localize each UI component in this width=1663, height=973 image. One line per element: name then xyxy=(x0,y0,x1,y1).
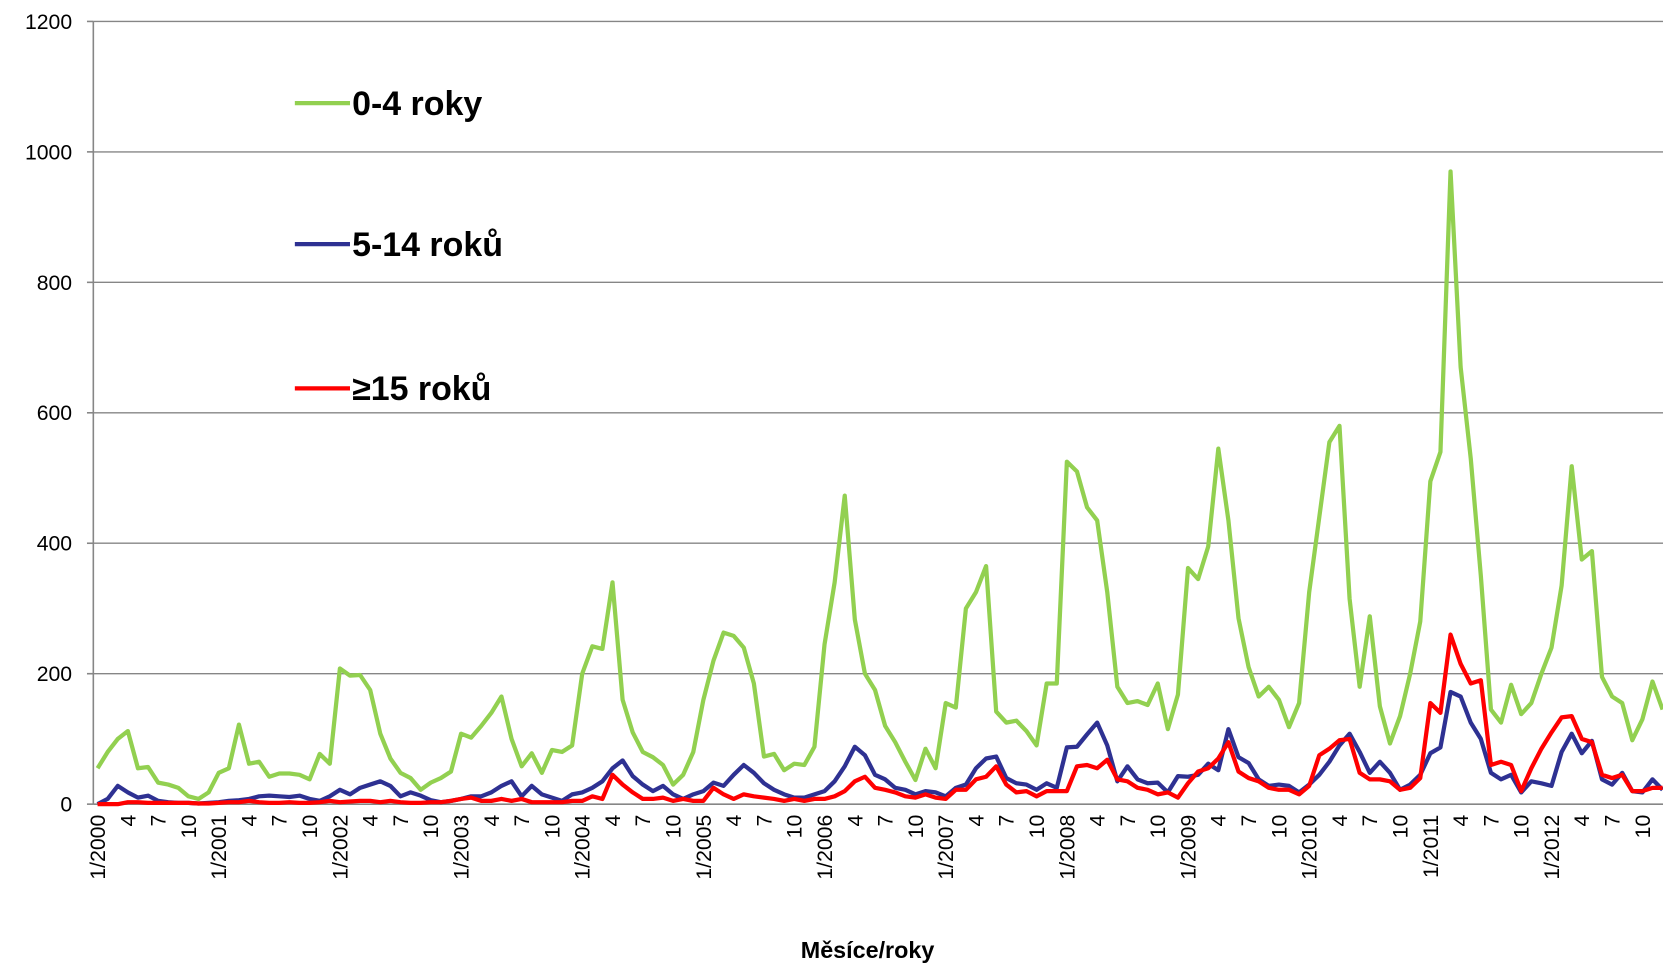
x-tick-label: 7 xyxy=(1602,815,1625,827)
x-tick-label: 1/2012 xyxy=(1541,815,1564,880)
x-tick-label: 10 xyxy=(1268,815,1291,839)
x-tick-label: 10 xyxy=(420,815,443,839)
x-tick-label: 4 xyxy=(965,815,988,827)
y-tick-label: 0 xyxy=(60,794,72,817)
x-tick-label: 4 xyxy=(1087,815,1110,827)
y-tick-label: 200 xyxy=(37,663,72,686)
x-tick-label: 7 xyxy=(996,815,1019,827)
x-tick-label: 7 xyxy=(753,815,776,827)
y-tick-label: 800 xyxy=(37,272,72,295)
x-tick-label: 10 xyxy=(663,815,686,839)
series-line xyxy=(95,169,1663,802)
y-tick-label: 1000 xyxy=(25,141,72,164)
x-tick-label: 10 xyxy=(178,815,201,839)
x-tick-label: 4 xyxy=(360,815,383,827)
x-axis-title: Měsíce/roky xyxy=(801,937,935,963)
x-tick-label: 10 xyxy=(1632,815,1655,839)
x-tick-label: 4 xyxy=(1450,815,1473,827)
x-tick-label: 4 xyxy=(602,815,625,827)
x-tick-label: 7 xyxy=(511,815,534,827)
x-tick-label: 4 xyxy=(1208,815,1231,827)
x-tick-label: 10 xyxy=(1147,815,1170,839)
x-tick-label: 4 xyxy=(117,815,140,827)
x-tick-label: 4 xyxy=(481,815,504,827)
x-tick-label: 7 xyxy=(1480,815,1503,827)
legend-label: 0-4 roky xyxy=(352,85,482,123)
x-tick-label: 7 xyxy=(632,815,655,827)
x-tick-label: 10 xyxy=(1389,815,1412,839)
x-tick-label: 10 xyxy=(541,815,564,839)
x-tick-label: 4 xyxy=(1329,815,1352,827)
x-tick-label: 1/2004 xyxy=(572,815,595,880)
x-tick-label: 4 xyxy=(1571,815,1594,827)
x-tick-label: 1/2011 xyxy=(1420,815,1443,878)
legend-label: ≥15 roků xyxy=(352,370,491,408)
x-tick-label: 7 xyxy=(269,815,292,827)
x-tick-label: 10 xyxy=(905,815,928,839)
x-tick-label: 1/2010 xyxy=(1299,815,1322,880)
x-tick-label: 7 xyxy=(390,815,413,827)
x-tick-label: 7 xyxy=(875,815,898,827)
x-tick-label: 10 xyxy=(784,815,807,839)
x-tick-label: 7 xyxy=(1359,815,1382,827)
x-tick-label: 10 xyxy=(1026,815,1049,839)
y-tick-label: 400 xyxy=(37,533,72,556)
y-tick-label: 1200 xyxy=(25,11,72,34)
x-tick-label: 1/2002 xyxy=(329,815,352,880)
x-tick-label: 4 xyxy=(844,815,867,827)
x-tick-label: 1/2005 xyxy=(693,815,716,880)
x-tick-label: 7 xyxy=(148,815,171,827)
x-tick-label: 4 xyxy=(723,815,746,827)
x-tick-label: 1/2009 xyxy=(1177,815,1200,880)
x-tick-label: 1/2001 xyxy=(208,815,231,880)
x-tick-label: 1/2007 xyxy=(935,815,958,880)
x-tick-label: 1/2003 xyxy=(450,815,473,880)
x-tick-label: 10 xyxy=(299,815,322,839)
series-line xyxy=(97,632,1663,807)
legend-label: 5-14 roků xyxy=(352,226,503,264)
x-tick-label: 7 xyxy=(1117,815,1140,827)
x-tick-label: 4 xyxy=(238,815,261,827)
x-tick-label: 10 xyxy=(1511,815,1534,839)
x-tick-label: 1/2008 xyxy=(1056,815,1079,880)
x-tick-label: 7 xyxy=(1238,815,1261,827)
x-tick-label: 1/2000 xyxy=(87,815,110,880)
y-tick-label: 600 xyxy=(37,402,72,425)
x-tick-label: 1/2006 xyxy=(814,815,837,880)
